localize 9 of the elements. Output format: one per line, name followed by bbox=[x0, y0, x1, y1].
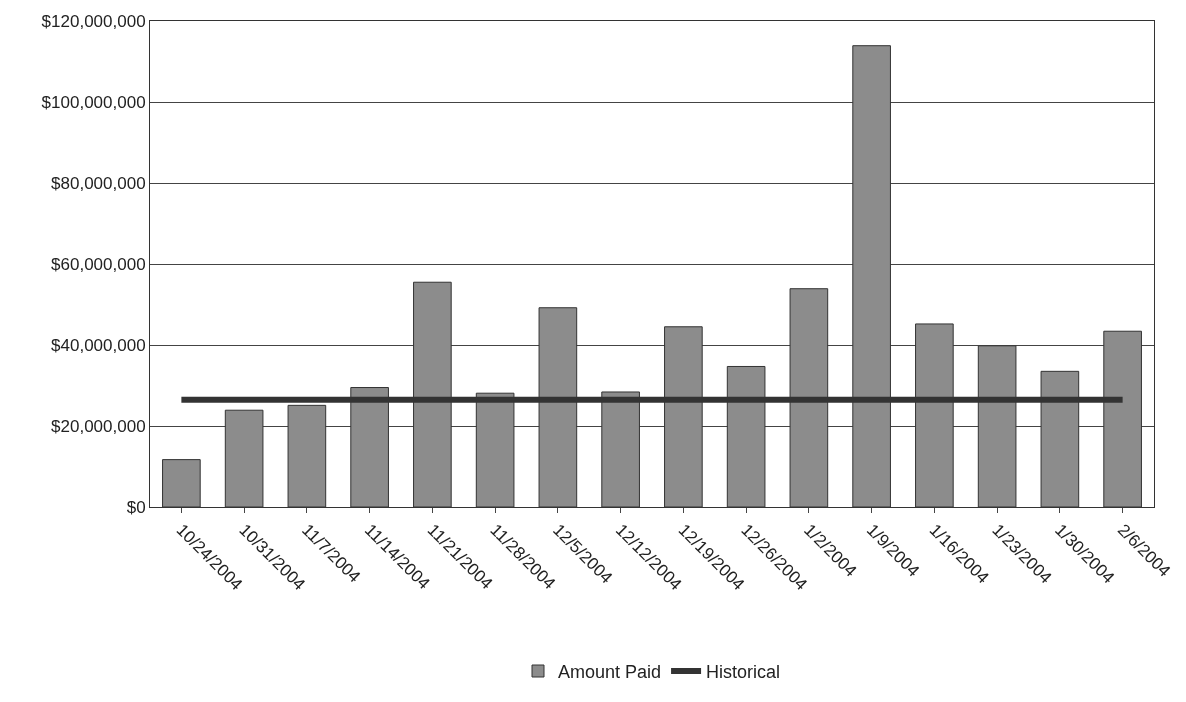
legend-label: Amount Paid bbox=[558, 662, 662, 683]
y-tick-label: $120,000,000 bbox=[41, 11, 146, 31]
y-tick-label: $0 bbox=[126, 497, 146, 517]
y-tick-label: $60,000,000 bbox=[51, 254, 146, 274]
y-tick-label: $20,000,000 bbox=[51, 416, 146, 436]
legend-label: Historical bbox=[706, 662, 781, 683]
y-tick-label: $100,000,000 bbox=[41, 92, 146, 112]
y-tick-label: $80,000,000 bbox=[51, 173, 146, 193]
y-tick-label: $40,000,000 bbox=[51, 335, 146, 355]
